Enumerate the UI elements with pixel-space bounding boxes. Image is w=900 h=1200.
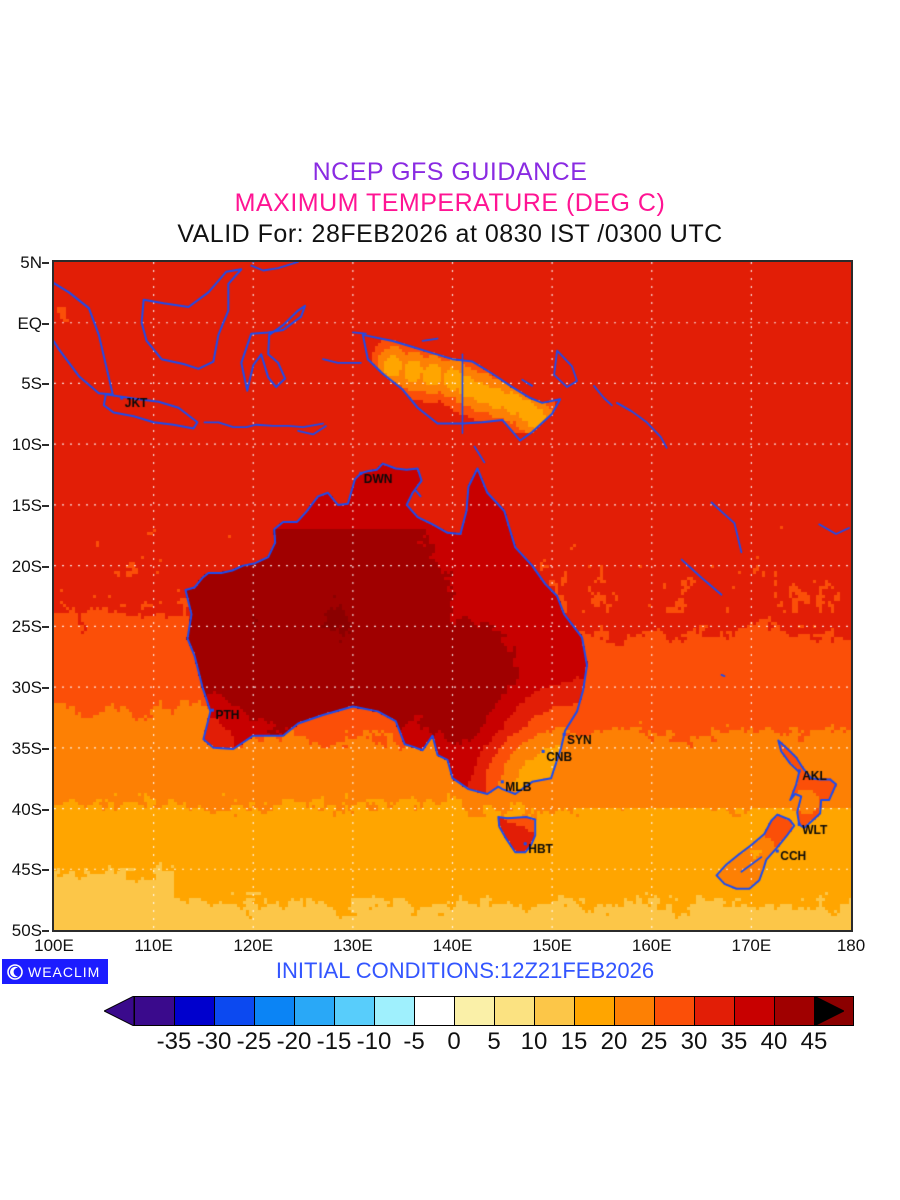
colorbar-cell — [174, 996, 214, 1026]
initial-conditions-label: INITIAL CONDITIONS:12Z21FEB2026 — [275, 958, 655, 983]
colorbar-cell — [334, 996, 374, 1026]
colorbar-cell — [294, 996, 334, 1026]
colorbar-tick: -10 — [356, 1028, 392, 1055]
colorbar-tick: -20 — [276, 1028, 312, 1055]
colorbar-tick: 40 — [760, 1028, 788, 1055]
x-axis-tick: 110E — [134, 936, 173, 955]
colorbar-tick: 30 — [680, 1028, 708, 1055]
colorbar-tick: -15 — [316, 1028, 352, 1055]
page-subtitle: MAXIMUM TEMPERATURE (DEG C) — [234, 189, 666, 217]
temperature-heatmap-canvas — [54, 262, 851, 930]
colorbar-cell — [494, 996, 534, 1026]
colorbar-tick: -5 — [403, 1028, 425, 1055]
colorbar-tick: 10 — [520, 1028, 548, 1055]
x-axis-tick: 140E — [432, 936, 473, 955]
x-axis-tick: 120E — [233, 936, 274, 955]
y-axis-tick: EQ — [17, 314, 49, 334]
colorbar-tick: 25 — [640, 1028, 668, 1055]
colorbar-tick: 15 — [560, 1028, 588, 1055]
colorbar-cell — [254, 996, 294, 1026]
x-axis-tick: 180 — [836, 936, 866, 955]
circle-logo-icon — [7, 963, 23, 980]
colorbar-cell — [774, 996, 814, 1026]
map-plot-area[interactable] — [52, 260, 853, 932]
colorbar-tick: 45 — [800, 1028, 828, 1055]
colorbar-tick: 20 — [600, 1028, 628, 1055]
colorbar-tick: -30 — [196, 1028, 232, 1055]
colorbar-cell — [454, 996, 494, 1026]
colorbar-tick: 0 — [447, 1028, 461, 1055]
y-axis-tick: 10S — [12, 435, 49, 455]
colorbar-cell — [734, 996, 774, 1026]
colorbar-cell — [374, 996, 414, 1026]
page-title: NCEP GFS GUIDANCE — [312, 158, 588, 186]
y-axis-tick: 35S — [12, 739, 49, 759]
colorbar-tick: -35 — [156, 1028, 192, 1055]
colorbar-tick: -25 — [236, 1028, 272, 1055]
y-axis-tick: 40S — [12, 800, 49, 820]
x-axis-tick: 130E — [333, 936, 373, 955]
x-axis-tick: 160E — [631, 936, 672, 955]
colorbar-cells — [134, 996, 854, 1026]
colorbar-cell — [614, 996, 654, 1026]
colorbar-cell — [214, 996, 254, 1026]
colorbar-cell — [574, 996, 614, 1026]
colorbar-cell — [694, 996, 734, 1026]
x-axis-tick: 150E — [532, 936, 572, 955]
y-axis-tick: 50S — [12, 921, 49, 941]
colorbar[interactable]: -35 -30 -25 -20 -15 -10 -5 0 5 10 15 20 25 30 35 40 45 — [0, 996, 900, 1056]
y-axis-tick: 5S — [21, 374, 49, 394]
x-axis-tick: 100E — [34, 936, 74, 955]
colorbar-cell — [414, 996, 454, 1026]
x-axis-tick: 170E — [731, 936, 772, 955]
y-axis-tick: 15S — [12, 496, 49, 516]
colorbar-cell — [534, 996, 574, 1026]
colorbar-cell — [654, 996, 694, 1026]
colorbar-tick: 5 — [487, 1028, 501, 1055]
colorbar-under-arrow — [104, 996, 134, 1026]
y-axis-tick: 20S — [12, 557, 49, 577]
y-axis-tick: 30S — [12, 678, 49, 698]
valid-time-label: VALID For: 28FEB2026 at 0830 IST /0300 U… — [177, 220, 723, 248]
y-axis-tick: 5N — [20, 253, 49, 273]
y-axis-tick: 25S — [12, 617, 49, 637]
weaclim-logo-label: WEACLIM — [28, 963, 101, 980]
y-axis-tick: 45S — [12, 860, 49, 880]
colorbar-over-arrow — [814, 996, 844, 1026]
colorbar-tick: 35 — [720, 1028, 748, 1055]
weaclim-logo: WEACLIM — [2, 959, 108, 984]
colorbar-cell — [134, 996, 174, 1026]
title-block: NCEP GFS GUIDANCE MAXIMUM TEMPERATURE (D… — [0, 160, 900, 247]
